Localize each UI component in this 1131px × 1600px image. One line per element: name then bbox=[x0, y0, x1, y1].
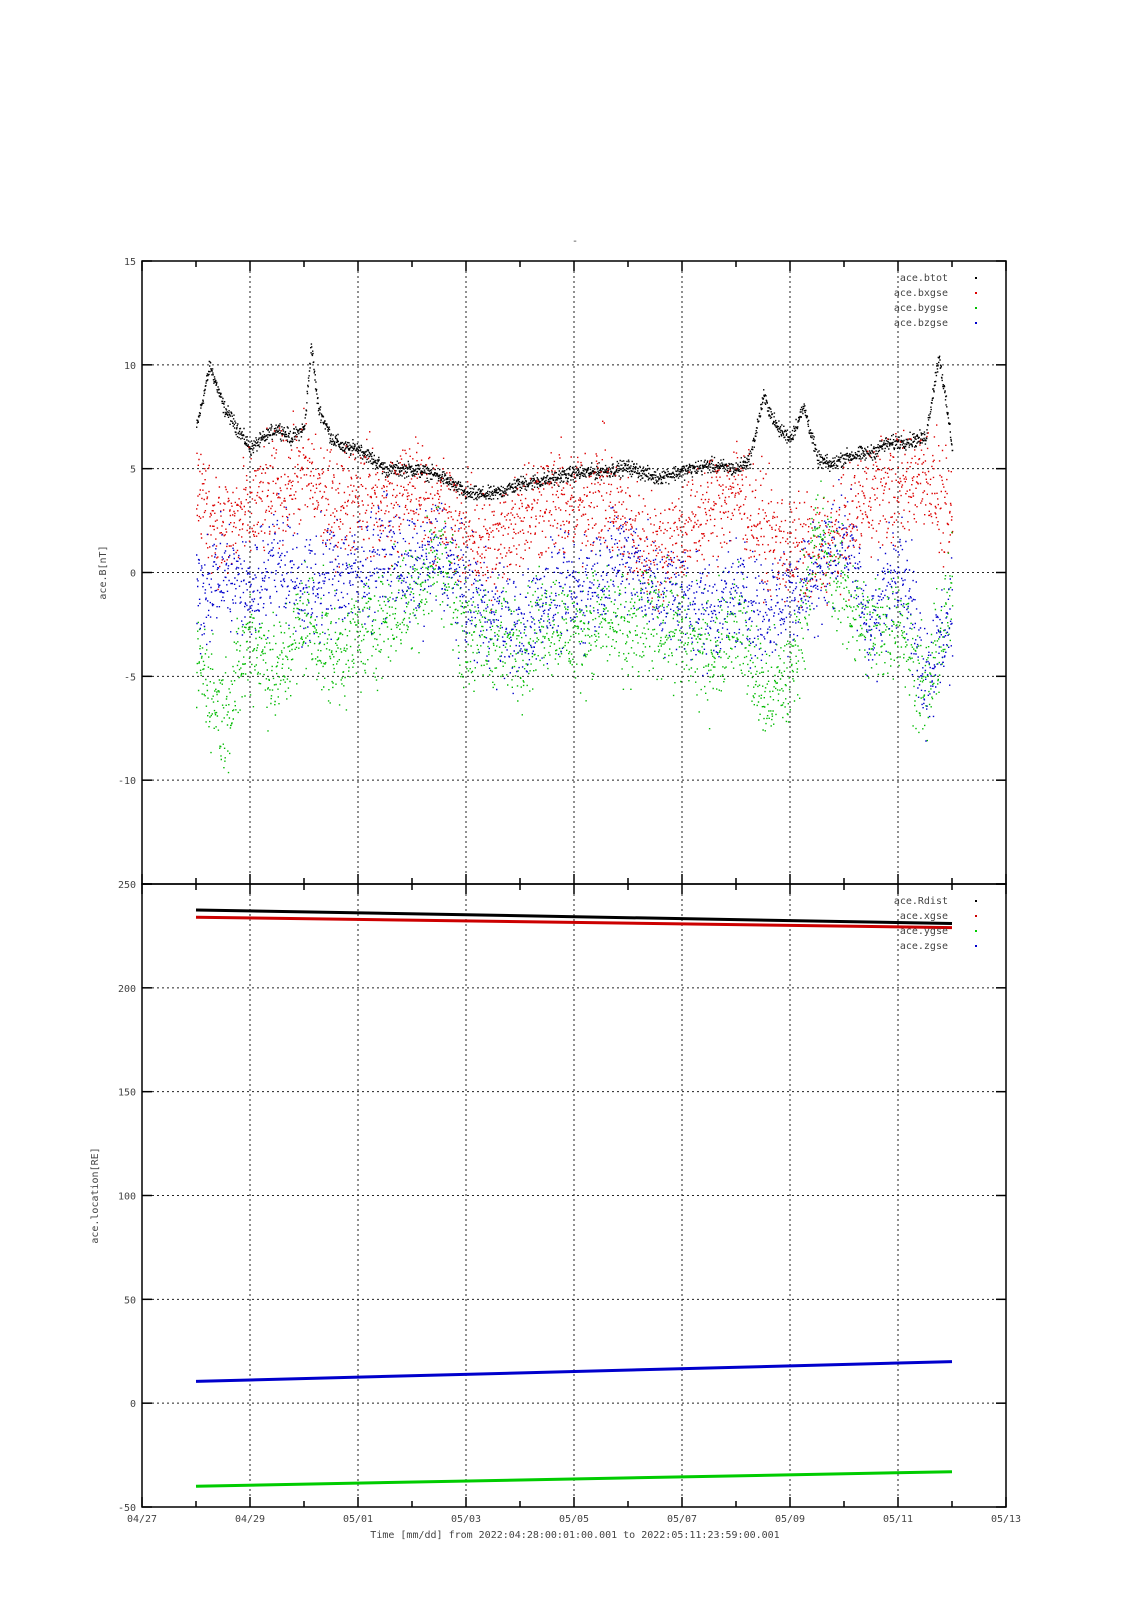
series-ace-ygse bbox=[195, 1470, 953, 1488]
x-tick-label: 05/13 bbox=[991, 1514, 1021, 1525]
legend-marker bbox=[975, 945, 977, 947]
x-tick-label: 05/07 bbox=[667, 1514, 697, 1525]
location-panel: 250 200 150 100 50 0 -50 ace.location[RE] ace.Rd… bbox=[90, 880, 1007, 1514]
legend-marker bbox=[975, 900, 977, 902]
y-tick-label: -10 bbox=[118, 776, 136, 787]
y-tick-label: -5 bbox=[124, 672, 136, 683]
x-tick-label: 05/11 bbox=[883, 1514, 913, 1525]
y-tick-label: 5 bbox=[130, 465, 136, 476]
legend-label: ace.ygse bbox=[900, 926, 948, 937]
series-ace-bygse bbox=[196, 480, 954, 774]
page-subtitle: - bbox=[572, 236, 578, 247]
series-ace-bxgse bbox=[196, 407, 954, 612]
y-axis-label: ace.B[nT] bbox=[98, 545, 109, 599]
legend-marker bbox=[975, 292, 977, 294]
y-tick-label: 15 bbox=[124, 257, 136, 268]
series-ace-xgse bbox=[195, 915, 953, 930]
y-tick-label: 250 bbox=[118, 880, 136, 891]
legend-marker bbox=[975, 930, 977, 932]
y-tick-label: 150 bbox=[118, 1088, 136, 1099]
x-axis-label: Time [mm/dd] from 2022:04:28:00:01:00.00… bbox=[370, 1530, 779, 1541]
legend-marker bbox=[975, 322, 977, 324]
y-axis-label: ace.location[RE] bbox=[90, 1147, 101, 1243]
legend-marker bbox=[975, 277, 977, 279]
x-tick-label: 05/01 bbox=[343, 1514, 373, 1525]
x-tick-label: 04/27 bbox=[127, 1514, 157, 1525]
y-tick-label: -50 bbox=[118, 1503, 136, 1514]
x-tick-label: 04/29 bbox=[235, 1514, 265, 1525]
legend-marker bbox=[975, 915, 977, 917]
y-tick-label: 0 bbox=[130, 1399, 136, 1410]
series-ace-Rdist bbox=[195, 908, 953, 925]
legend-label: ace.bxgse bbox=[894, 288, 948, 299]
y-tick-label: 0 bbox=[130, 569, 136, 580]
y-tick-label: 200 bbox=[118, 984, 136, 995]
x-tick-label: 05/05 bbox=[559, 1514, 589, 1525]
y-tick-label: 100 bbox=[118, 1192, 136, 1203]
series-points bbox=[196, 480, 954, 774]
legend-label: ace.xgse bbox=[900, 911, 948, 922]
y-tick-label: 50 bbox=[124, 1295, 136, 1306]
legend-marker bbox=[975, 307, 977, 309]
series-line bbox=[195, 915, 953, 930]
y-tick-label: 10 bbox=[124, 361, 136, 372]
legend-label: ace.zgse bbox=[900, 941, 948, 952]
series-ace-zgse bbox=[195, 1360, 953, 1383]
legend-label: ace.btot bbox=[900, 273, 948, 284]
series-line bbox=[195, 1470, 953, 1488]
series-points bbox=[196, 407, 954, 612]
x-tick-label: 05/03 bbox=[451, 1514, 481, 1525]
series-line bbox=[195, 908, 953, 925]
x-tick-label: 05/09 bbox=[775, 1514, 805, 1525]
series-line bbox=[195, 1360, 953, 1383]
legend-label: ace.bygse bbox=[894, 303, 948, 314]
legend-label: ace.bzgse bbox=[894, 318, 948, 329]
legend-label: ace.Rdist bbox=[894, 896, 948, 907]
magnetic-field-panel: 15 10 5 0 -5 -10 ace.B[nT] ace.btot ace.bxgse ace… bbox=[98, 257, 1007, 885]
x-axis-tick-labels: 04/27 04/29 05/01 05/03 05/05 05/07 05/09 05/11… bbox=[127, 1514, 1021, 1525]
